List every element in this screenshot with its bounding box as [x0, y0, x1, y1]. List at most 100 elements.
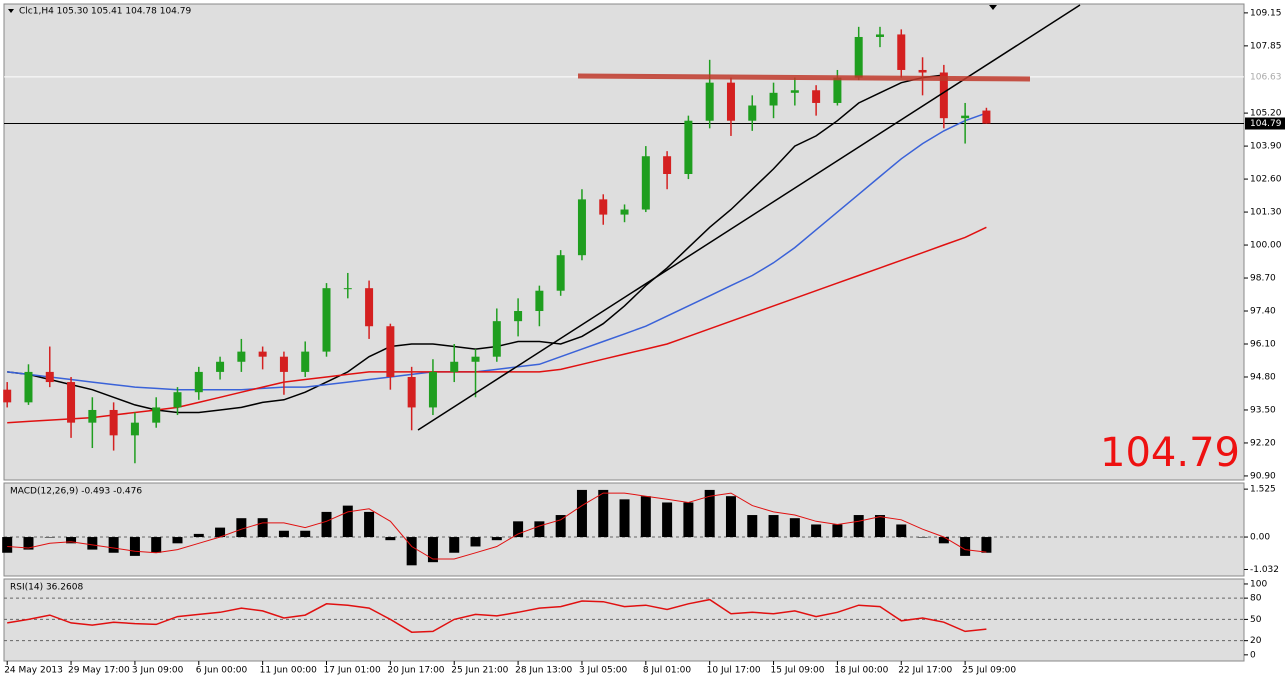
candle-body	[24, 371, 33, 403]
x-tick-label: 29 May 17:00	[68, 666, 130, 676]
candle-body	[471, 356, 480, 362]
x-tick-label: 25 Jun 21:00	[451, 666, 508, 676]
macd-bar	[917, 537, 928, 538]
candle-body	[982, 110, 991, 124]
macd-bar	[87, 537, 98, 550]
candle-body	[535, 290, 544, 312]
candle-body	[769, 92, 778, 106]
macd-bar	[960, 537, 971, 556]
macd-bar	[215, 527, 226, 538]
candle-body	[705, 82, 714, 121]
x-tick-label: 15 Jul 09:00	[771, 666, 825, 676]
macd-bar	[981, 537, 992, 553]
macd-label: MACD(12,26,9) -0.493 -0.476	[10, 487, 142, 497]
x-tick-label: 22 Jul 17:00	[898, 666, 952, 676]
y-tick-label: -1.032	[1250, 565, 1279, 575]
y-tick-label: 1.525	[1250, 485, 1276, 495]
candle-body	[407, 376, 416, 408]
candle-body	[641, 156, 650, 210]
macd-bar	[66, 537, 77, 544]
y-tick-label: 93.50	[1250, 405, 1276, 415]
candle-body	[961, 115, 970, 119]
macd-bar	[321, 511, 332, 538]
macd-bar	[257, 518, 268, 538]
macd-bar	[853, 515, 864, 538]
macd-bar	[598, 489, 609, 538]
y-tick-label: 50	[1250, 615, 1262, 625]
macd-bar	[662, 502, 673, 538]
macd-bar	[44, 537, 55, 538]
macd-bar	[449, 537, 460, 553]
level-box	[1245, 70, 1285, 83]
x-tick-label: 24 May 2013	[4, 666, 63, 676]
x-tick-label: 10 Jul 17:00	[707, 666, 761, 676]
macd-bar	[300, 530, 311, 538]
y-tick-label: 97.40	[1250, 307, 1276, 317]
macd-bar	[789, 518, 800, 538]
moving-average	[7, 226, 987, 424]
macd-bar	[811, 524, 822, 538]
macd-bar	[725, 496, 736, 538]
y-tick-label: 92.20	[1250, 438, 1276, 448]
x-tick-label: 25 Jul 09:00	[962, 666, 1016, 676]
macd-bar	[108, 537, 119, 553]
macd-bar	[236, 518, 247, 538]
candle-body	[130, 422, 139, 436]
rsi-label: RSI(14) 36.2608	[10, 583, 83, 593]
candle-body	[577, 199, 586, 256]
candle-body	[684, 120, 693, 174]
macd-bar	[768, 515, 779, 538]
candle-body	[939, 72, 948, 119]
macd-bar	[151, 537, 162, 553]
macd-bar	[23, 537, 34, 550]
candle-body	[620, 209, 629, 215]
price-layer: 109.15 107.85 105.20 103.90 102.60 101.30 100.…	[2, 8, 1285, 676]
candle-body	[173, 392, 182, 408]
candle-body	[258, 351, 267, 357]
x-tick-label: 3 Jun 09:00	[132, 666, 184, 676]
candle-body	[386, 326, 395, 377]
resistance-line	[577, 73, 1031, 82]
y-tick-label: 103.90	[1250, 142, 1282, 152]
price-panel	[3, 3, 1245, 481]
macd-bar	[640, 496, 651, 538]
candle-body	[748, 105, 757, 121]
marker	[989, 5, 997, 10]
y-tick-label: 105.20	[1250, 109, 1282, 119]
candle-body	[918, 69, 927, 73]
candle-body	[556, 255, 565, 291]
rsi-panel	[3, 578, 1245, 662]
macd-bar	[576, 489, 587, 538]
y-tick-label: 107.85	[1250, 41, 1282, 51]
y-tick-label: 96.10	[1250, 340, 1276, 350]
moving-average	[7, 112, 987, 391]
y-tick-label: 80	[1250, 594, 1262, 604]
candle-body	[726, 82, 735, 121]
y-tick-label: 100.00	[1250, 241, 1282, 251]
current-box	[1245, 117, 1285, 130]
rsi-line	[7, 598, 987, 633]
macd-bar	[491, 537, 502, 541]
macd-bar	[172, 537, 183, 544]
macd-bar	[619, 499, 630, 538]
candle-body	[194, 371, 203, 393]
candle-body	[854, 36, 863, 78]
candle-body	[45, 371, 54, 383]
x-tick-label: 3 Jul 05:00	[579, 666, 628, 676]
macd-bar	[513, 521, 524, 538]
macd-bar	[832, 524, 843, 538]
candle-body	[875, 34, 884, 37]
candle-body	[599, 199, 608, 215]
candle-body	[365, 288, 374, 327]
macd-bar	[2, 537, 13, 553]
candle-body	[663, 156, 672, 174]
macd-bar	[427, 537, 438, 563]
macd-bar	[406, 537, 417, 566]
candle-body	[109, 409, 118, 436]
candle-body	[237, 351, 246, 362]
candle-body	[428, 371, 437, 408]
macd-bar	[385, 537, 396, 541]
candle-body	[450, 361, 459, 372]
menu-icon	[8, 9, 14, 13]
